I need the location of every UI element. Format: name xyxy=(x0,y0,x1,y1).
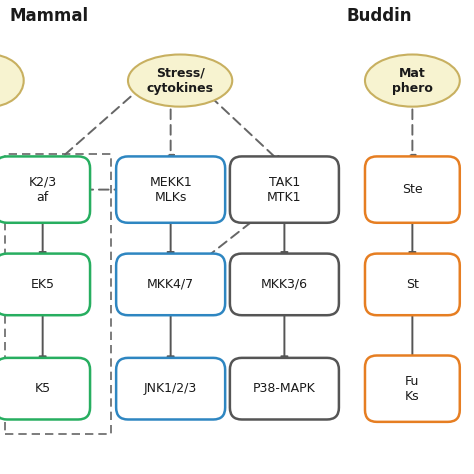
Ellipse shape xyxy=(365,55,460,107)
FancyBboxPatch shape xyxy=(230,254,339,315)
FancyBboxPatch shape xyxy=(365,356,460,422)
FancyBboxPatch shape xyxy=(116,358,225,419)
Text: K5: K5 xyxy=(35,382,51,395)
FancyBboxPatch shape xyxy=(365,156,460,223)
FancyBboxPatch shape xyxy=(116,254,225,315)
Text: MEKK1
MLKs: MEKK1 MLKs xyxy=(149,175,192,204)
FancyBboxPatch shape xyxy=(230,358,339,419)
FancyBboxPatch shape xyxy=(230,156,339,223)
Text: EK5: EK5 xyxy=(31,278,55,291)
Text: K2/3
af: K2/3 af xyxy=(28,175,57,204)
Text: Mat
phero: Mat phero xyxy=(392,66,433,95)
Ellipse shape xyxy=(128,55,232,107)
Text: Mammal: Mammal xyxy=(9,7,89,25)
FancyBboxPatch shape xyxy=(0,254,90,315)
Text: Stress/
cytokines: Stress/ cytokines xyxy=(146,66,214,95)
Ellipse shape xyxy=(0,55,24,107)
Text: P38-MAPK: P38-MAPK xyxy=(253,382,316,395)
FancyBboxPatch shape xyxy=(0,156,90,223)
Text: JNK1/2/3: JNK1/2/3 xyxy=(144,382,197,395)
Text: Buddin: Buddin xyxy=(346,7,411,25)
Text: St: St xyxy=(406,278,419,291)
Text: MKK3/6: MKK3/6 xyxy=(261,278,308,291)
Text: Ste: Ste xyxy=(402,183,423,196)
Text: MKK4/7: MKK4/7 xyxy=(147,278,194,291)
FancyBboxPatch shape xyxy=(365,254,460,315)
Text: Fu
Ks: Fu Ks xyxy=(405,374,419,403)
FancyBboxPatch shape xyxy=(116,156,225,223)
Text: TAK1
MTK1: TAK1 MTK1 xyxy=(267,175,301,204)
FancyBboxPatch shape xyxy=(0,358,90,419)
